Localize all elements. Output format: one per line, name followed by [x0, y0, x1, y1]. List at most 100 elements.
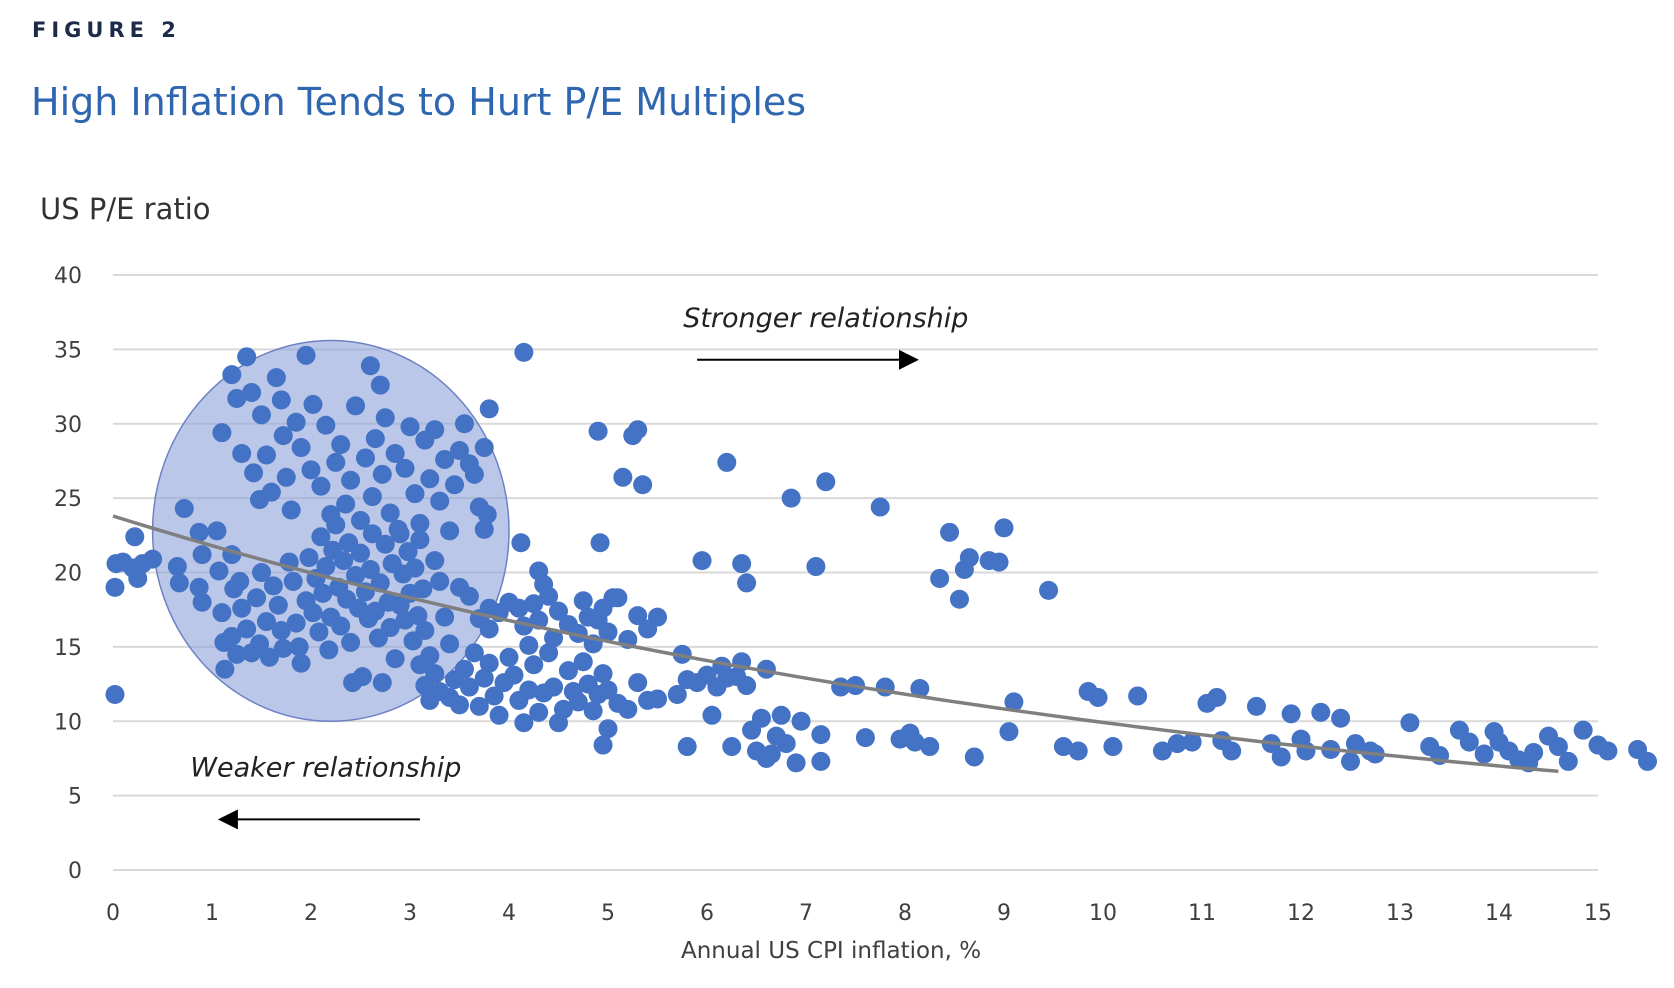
x-tick-label: 3	[403, 901, 417, 926]
data-point	[232, 598, 252, 618]
data-point	[454, 414, 474, 434]
data-point	[125, 527, 145, 547]
data-point	[281, 500, 301, 520]
data-point	[420, 469, 440, 489]
data-point	[362, 487, 382, 507]
data-point	[751, 708, 771, 728]
data-point	[598, 680, 618, 700]
data-point	[737, 676, 757, 696]
data-point	[440, 521, 460, 541]
data-point	[291, 438, 311, 458]
data-point	[781, 488, 801, 508]
data-point	[271, 390, 291, 410]
data-point	[232, 444, 252, 463]
data-point	[519, 680, 539, 700]
data-point	[212, 423, 232, 443]
data-point	[192, 592, 212, 612]
data-point	[771, 705, 791, 725]
data-point	[511, 533, 531, 553]
data-point	[454, 659, 474, 679]
data-point	[568, 692, 588, 712]
x-tick-label: 13	[1386, 901, 1414, 926]
data-point	[360, 356, 380, 376]
data-point	[1053, 737, 1073, 757]
figure-label: FIGURE 2	[32, 18, 181, 42]
data-point	[549, 601, 568, 621]
data-point	[250, 634, 270, 654]
data-point	[207, 521, 227, 541]
data-point	[410, 655, 430, 675]
data-point	[539, 643, 559, 663]
data-point	[286, 613, 306, 633]
x-tick-label: 10	[1089, 901, 1117, 926]
data-point	[273, 426, 293, 446]
y-tick-label: 30	[54, 413, 82, 438]
x-tick-label: 6	[700, 901, 714, 926]
data-point	[425, 551, 445, 571]
data-point	[474, 668, 494, 688]
data-point	[252, 563, 271, 582]
data-point	[1068, 741, 1088, 761]
data-point	[261, 482, 281, 502]
data-point	[1167, 734, 1187, 754]
data-point	[189, 522, 209, 542]
trend-curve	[112, 514, 1559, 774]
data-point	[811, 751, 831, 771]
data-point	[174, 499, 194, 519]
data-point	[464, 643, 484, 663]
data-point	[408, 606, 428, 626]
data-point	[167, 557, 187, 577]
x-tick-label: 5	[601, 901, 615, 926]
data-point	[1103, 737, 1123, 757]
data-point	[806, 557, 826, 577]
data-point	[464, 464, 484, 484]
data-point	[263, 576, 283, 596]
data-point	[430, 491, 450, 511]
data-point	[365, 429, 385, 449]
data-point	[791, 711, 811, 731]
y-tick-label: 10	[54, 710, 82, 735]
data-point	[598, 719, 618, 739]
data-point	[450, 441, 469, 461]
data-point	[989, 552, 1009, 572]
data-point	[372, 673, 392, 693]
data-point	[590, 533, 610, 553]
data-point	[1638, 751, 1657, 771]
data-point	[1271, 747, 1291, 767]
data-point	[905, 732, 925, 752]
data-point	[628, 606, 648, 626]
data-point	[994, 518, 1014, 538]
data-point	[222, 626, 242, 646]
data-point	[413, 579, 433, 599]
data-point	[761, 744, 781, 764]
data-point	[326, 452, 346, 472]
data-point	[544, 677, 564, 697]
y-tick-label: 5	[68, 785, 82, 810]
data-point	[504, 665, 524, 685]
data-point	[573, 652, 593, 672]
data-point	[811, 725, 831, 745]
data-point	[341, 632, 361, 652]
data-point	[474, 438, 494, 458]
data-point	[311, 476, 331, 496]
data-point	[230, 571, 250, 591]
data-point	[776, 734, 796, 754]
x-tick-label: 1	[205, 901, 219, 926]
data-point	[405, 558, 425, 578]
data-point	[737, 573, 757, 593]
data-point	[398, 542, 418, 562]
data-point	[430, 571, 450, 591]
data-point	[395, 458, 415, 478]
data-point	[259, 647, 279, 667]
data-point	[303, 603, 323, 623]
data-point	[362, 524, 382, 544]
y-tick-label: 15	[54, 636, 82, 661]
data-point	[331, 435, 351, 455]
y-axis-title: US P/E ratio	[40, 192, 211, 226]
data-point	[334, 551, 354, 571]
data-point	[105, 684, 125, 704]
data-point	[385, 444, 405, 463]
annotation-label: Stronger relationship	[683, 303, 968, 334]
data-point	[553, 699, 573, 719]
data-point	[613, 467, 633, 487]
